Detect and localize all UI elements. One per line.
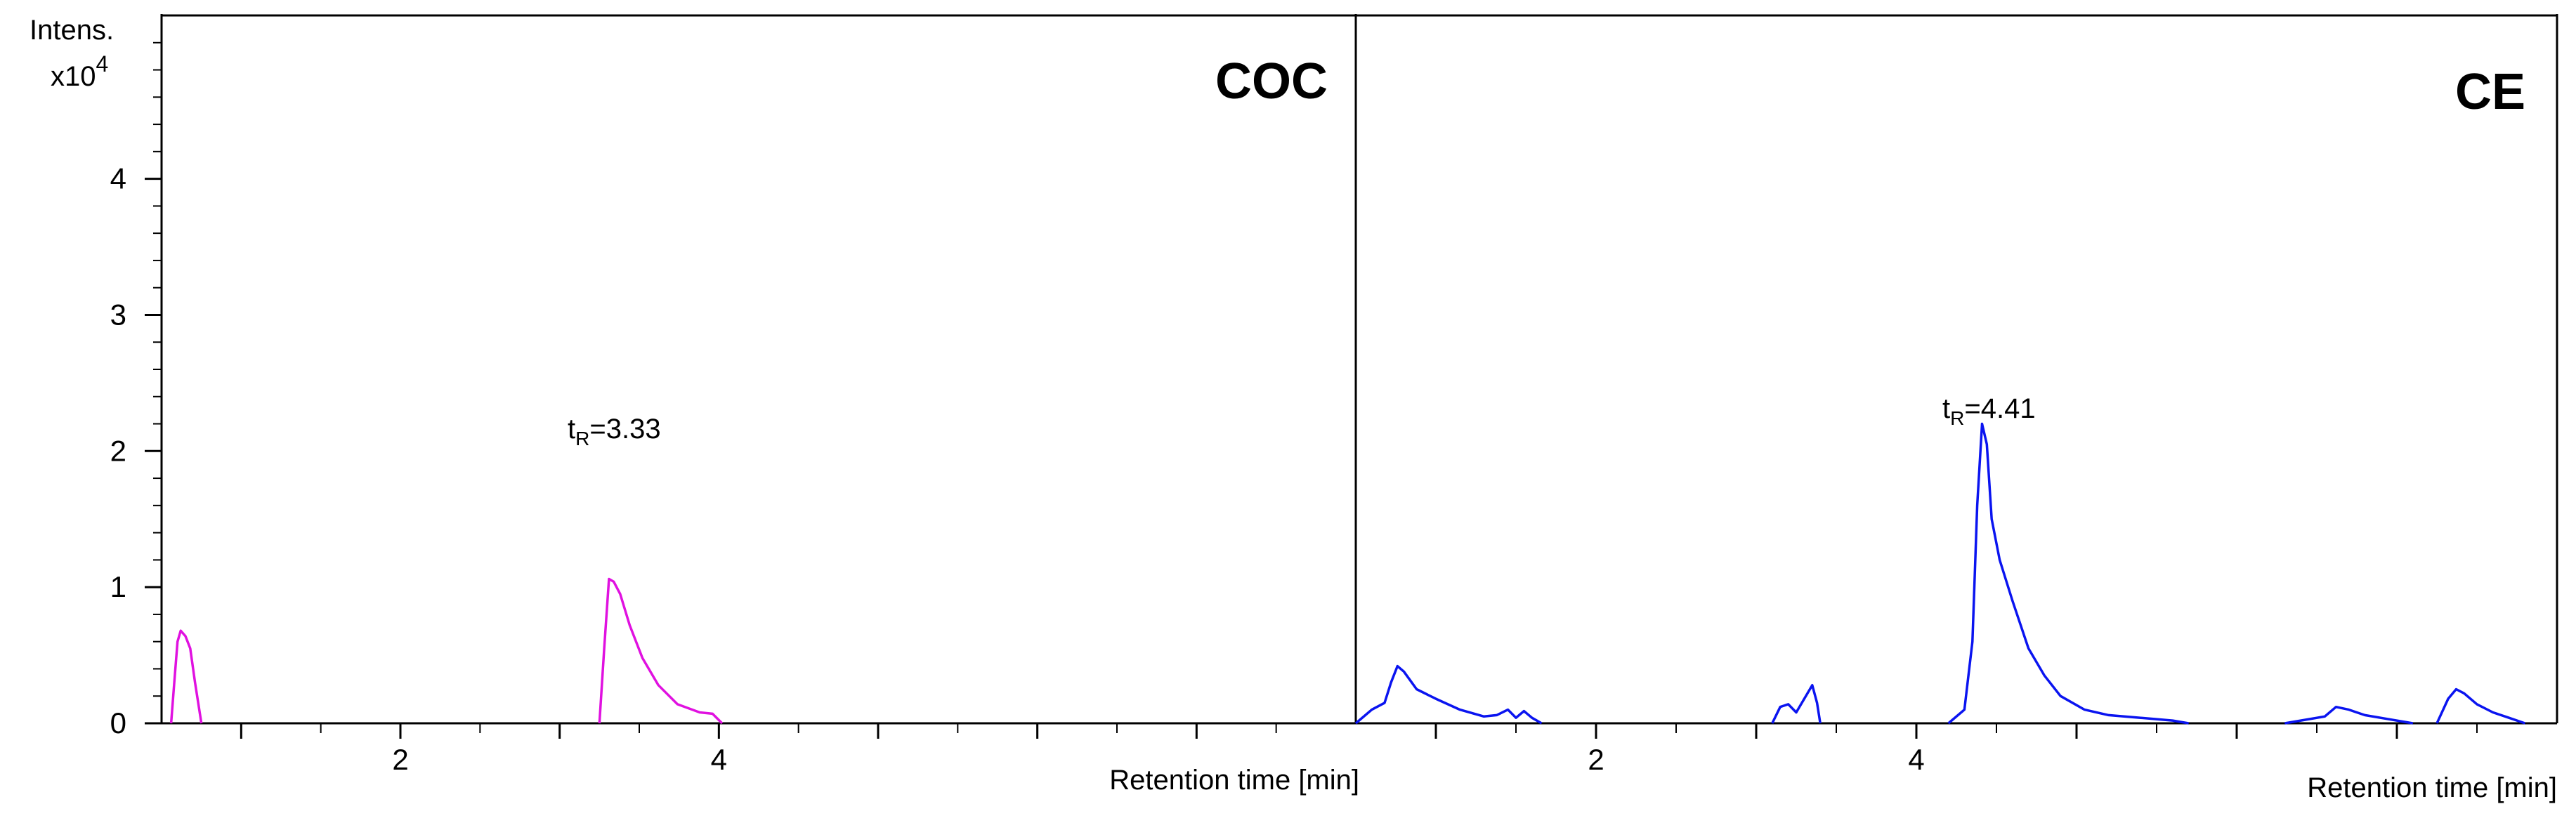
panel-title-coc: COC (1215, 53, 1328, 110)
x-tick-label: 2 (1588, 743, 1604, 776)
peak-annotation-coc-value: =3.33 (589, 414, 660, 445)
x-tick-label: 4 (1908, 743, 1924, 776)
y-axis-scale-base: x10 (51, 61, 96, 92)
peak-annotation-coc-sub: R (575, 428, 589, 449)
x-tick-label: 4 (711, 743, 727, 776)
series-line (1771, 683, 1822, 724)
series-line (2284, 705, 2414, 725)
y-axis-ticks: 0 1 2 3 4 (110, 41, 162, 739)
y-tick-label: 2 (110, 434, 126, 467)
y-axis-label-scale: x104 (51, 51, 108, 92)
peak-annotation-coc-t: t (568, 414, 575, 445)
panel-ce: CE tR=4.41 Retention time [min] 2 4 (1354, 64, 2557, 803)
y-tick-label: 0 (110, 706, 126, 739)
peak-annotation-ce-value: =4.41 (1964, 393, 2035, 424)
y-axis-label-intens: Intens. (30, 15, 114, 46)
series-line (598, 577, 724, 725)
y-tick-label: 4 (110, 162, 126, 195)
series-line (1354, 664, 1543, 725)
peak-annotation-coc: tR=3.33 (568, 414, 661, 449)
panel-coc: COC tR=3.33 Retention time [min] 2 4 (169, 53, 1359, 796)
series-line (1947, 422, 2189, 725)
series-line (2436, 687, 2525, 725)
x-axis-label-ce: Retention time [min] (2307, 772, 2557, 803)
peak-annotation-ce-t: t (1942, 393, 1950, 424)
y-tick-label: 3 (110, 298, 126, 331)
x-axis-label-coc: Retention time [min] (1109, 765, 1359, 796)
panel-title-ce: CE (2455, 64, 2525, 120)
y-axis-scale-exponent: 4 (96, 51, 109, 77)
peak-annotation-ce-sub: R (1950, 407, 1964, 429)
peak-annotation-ce: tR=4.41 (1942, 393, 2036, 429)
x-tick-label: 2 (392, 743, 408, 776)
y-tick-label: 1 (110, 570, 126, 603)
series-line (169, 629, 203, 724)
